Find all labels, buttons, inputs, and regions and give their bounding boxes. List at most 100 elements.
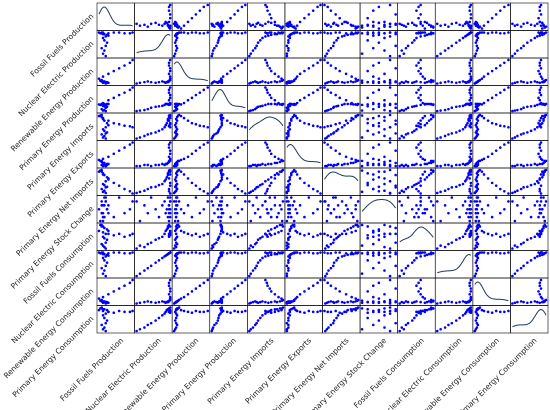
- scatter-point: [167, 219, 171, 223]
- scatter-point: [236, 187, 240, 191]
- scatter-point: [288, 314, 292, 317]
- scatter-point: [217, 259, 220, 262]
- scatter-point: [168, 232, 172, 236]
- scatter-point: [539, 157, 543, 161]
- scatter-point: [419, 141, 422, 144]
- scatter-point: [346, 33, 349, 37]
- scatter-point: [264, 179, 267, 183]
- scatter-point: [281, 168, 285, 172]
- scatter-point: [421, 295, 425, 299]
- scatter-point: [143, 269, 146, 272]
- scatter-point: [469, 306, 473, 309]
- scatter-point: [371, 173, 375, 176]
- scatter-point: [398, 54, 401, 58]
- scatter-point: [168, 66, 172, 70]
- scatter-point: [482, 31, 486, 34]
- scatter-point: [100, 78, 103, 82]
- scatter-point: [334, 122, 337, 126]
- scatter-point: [425, 121, 429, 125]
- scatter-point: [131, 125, 134, 129]
- scatter-point: [413, 183, 416, 187]
- scatter-point: [468, 61, 472, 65]
- scatter-point: [383, 326, 386, 329]
- scatter-point: [220, 196, 224, 199]
- scatter-point: [258, 80, 262, 84]
- scatter-point: [229, 69, 232, 73]
- scatter-point: [480, 229, 484, 233]
- scatter-point: [97, 297, 101, 300]
- scatter-point: [526, 301, 529, 305]
- scatter-point: [419, 125, 422, 129]
- scatter-point: [507, 192, 510, 195]
- scatter-point: [350, 24, 353, 27]
- scatter-point: [146, 133, 150, 136]
- cell-frame: [209, 85, 248, 114]
- scatter-point: [513, 190, 517, 194]
- scatter-point: [131, 232, 134, 236]
- kde-line: [324, 171, 359, 182]
- scatter-point: [344, 31, 348, 35]
- scatter-point: [167, 155, 171, 159]
- scatter-point: [266, 9, 269, 12]
- scatter-point: [146, 80, 150, 83]
- scatter-point: [168, 116, 172, 120]
- scatter-point: [351, 307, 355, 311]
- scatter-point: [280, 27, 283, 30]
- scatter-point: [329, 266, 333, 270]
- scatter-point: [265, 189, 269, 193]
- scatter-point: [513, 109, 517, 112]
- scatter-point: [292, 306, 296, 309]
- scatter-point: [400, 269, 404, 272]
- scatter-point: [383, 182, 386, 186]
- cell-frame: [322, 167, 361, 196]
- scatter-point: [383, 300, 386, 303]
- scatter-point: [503, 124, 506, 128]
- scatter-point: [157, 129, 161, 133]
- scatter-point: [168, 24, 172, 27]
- scatter-point: [439, 164, 442, 168]
- scatter-point: [516, 269, 519, 272]
- scatter-point: [371, 81, 375, 85]
- scatter-point: [225, 31, 229, 35]
- scatter-point: [538, 189, 542, 193]
- scatter-point: [354, 251, 357, 254]
- scatter-point: [394, 93, 397, 97]
- scatter-point: [329, 146, 333, 149]
- scatter-point: [421, 309, 425, 313]
- scatter-point: [154, 301, 157, 305]
- scatter-point: [105, 300, 109, 304]
- scatter-point: [219, 114, 223, 118]
- scatter-point: [149, 321, 153, 325]
- scatter-point: [292, 200, 296, 203]
- scatter-point: [415, 146, 418, 149]
- scatter-point: [535, 35, 539, 38]
- scatter-point: [398, 329, 401, 333]
- scatter-point: [415, 128, 418, 131]
- scatter-point: [174, 215, 178, 219]
- scatter-point: [295, 116, 299, 120]
- scatter-point: [219, 31, 223, 34]
- scatter-point: [307, 184, 311, 187]
- scatter-point: [327, 23, 330, 27]
- scatter-point: [468, 119, 472, 122]
- scatter-point: [503, 233, 506, 237]
- scatter-point: [511, 54, 514, 58]
- scatter-point: [538, 204, 542, 207]
- scatter-point: [186, 98, 190, 102]
- scatter-point: [101, 309, 105, 313]
- scatter-point: [194, 149, 198, 152]
- scatter-point: [174, 117, 178, 121]
- kde-line: [136, 33, 171, 54]
- scatter-point: [273, 300, 277, 303]
- scatter-point: [450, 80, 454, 84]
- scatter-point: [146, 242, 150, 246]
- scatter-point: [112, 215, 116, 219]
- scatter-point: [213, 266, 216, 270]
- scatter-point: [498, 64, 502, 67]
- scatter-point: [278, 307, 282, 310]
- scatter-point: [388, 255, 392, 258]
- scatter-point: [486, 232, 490, 236]
- scatter-point: [264, 141, 267, 144]
- scatter-point: [123, 310, 126, 314]
- scatter-point: [269, 96, 273, 100]
